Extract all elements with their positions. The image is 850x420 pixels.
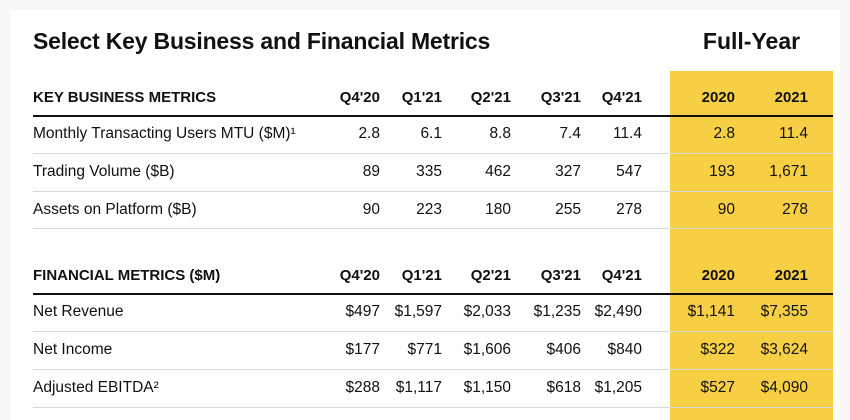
value-2020: 193 bbox=[709, 163, 735, 180]
row-label: Adjusted EBITDA² bbox=[33, 379, 159, 396]
value-2020: 2.8 bbox=[713, 125, 735, 142]
table-row: Assets on Platform ($B) 90 223 180 255 2… bbox=[33, 191, 813, 229]
value-2020: $322 bbox=[700, 341, 735, 358]
col-header-q4-20: Q4'20 bbox=[339, 88, 380, 106]
value-2020: $1,141 bbox=[687, 303, 735, 320]
value-q4-20: 89 bbox=[362, 163, 380, 180]
row-divider bbox=[33, 153, 833, 154]
col-header-q4-20: Q4'20 bbox=[339, 266, 380, 284]
value-q1-21: $1,117 bbox=[395, 379, 442, 396]
row-divider bbox=[33, 228, 833, 229]
value-2021: $4,090 bbox=[760, 379, 808, 396]
value-q1-21: $1,597 bbox=[394, 303, 442, 320]
value-q3-21: $1,235 bbox=[533, 303, 581, 320]
value-q1-21: 223 bbox=[416, 201, 442, 218]
col-header-q4-21: Q4'21 bbox=[601, 88, 642, 106]
value-q4-21: $1,205 bbox=[594, 379, 642, 396]
row-divider bbox=[33, 191, 833, 192]
row-divider bbox=[33, 331, 833, 332]
value-q3-21: 327 bbox=[555, 163, 581, 180]
value-2021: 278 bbox=[782, 201, 808, 218]
table-row: Monthly Transacting Users MTU ($M)¹ 2.8 … bbox=[33, 115, 813, 153]
value-q4-21: $840 bbox=[607, 341, 642, 358]
row-divider bbox=[33, 369, 833, 370]
table-row: Net Revenue $497 $1,597 $2,033 $1,235 $2… bbox=[33, 293, 813, 331]
value-q2-21: 462 bbox=[485, 163, 511, 180]
value-q3-21: $406 bbox=[546, 341, 581, 358]
value-q1-21: 335 bbox=[416, 163, 442, 180]
col-header-2021: 2021 bbox=[774, 88, 808, 106]
col-header-2021: 2021 bbox=[774, 266, 808, 284]
row-label: Trading Volume ($B) bbox=[33, 163, 175, 180]
value-q2-21: $1,606 bbox=[463, 341, 511, 358]
col-header-q3-21: Q3'21 bbox=[540, 266, 581, 284]
col-header-q2-21: Q2'21 bbox=[470, 266, 511, 284]
value-q3-21: $618 bbox=[546, 379, 581, 396]
value-q4-20: $177 bbox=[345, 341, 380, 358]
row-label: Net Income bbox=[33, 341, 113, 358]
header-rule bbox=[33, 115, 833, 117]
value-q3-21: 255 bbox=[555, 201, 581, 218]
value-2021: 11.4 bbox=[778, 125, 808, 142]
value-2020: $527 bbox=[700, 379, 735, 396]
value-2020: 90 bbox=[717, 201, 735, 218]
row-divider bbox=[33, 407, 833, 408]
value-q4-21: 278 bbox=[616, 201, 642, 218]
table-row: Adjusted EBITDA² $288 $1,117 $1,150 $618… bbox=[33, 369, 813, 407]
col-header-q3-21: Q3'21 bbox=[540, 88, 581, 106]
value-q4-20: $288 bbox=[345, 379, 380, 396]
header-rule bbox=[33, 293, 833, 295]
value-q3-21: 7.4 bbox=[559, 125, 581, 142]
business-header-row: KEY BUSINESS METRICS Q4'20 Q1'21 Q2'21 Q… bbox=[33, 78, 813, 116]
value-q4-21: $2,490 bbox=[594, 303, 642, 320]
row-label: Assets on Platform ($B) bbox=[33, 201, 197, 218]
col-header-q1-21: Q1'21 bbox=[401, 266, 442, 284]
full-year-title: Full-Year bbox=[702, 28, 801, 54]
financial-header-row: FINANCIAL METRICS ($M) Q4'20 Q1'21 Q2'21… bbox=[33, 256, 813, 294]
value-q2-21: 8.8 bbox=[489, 125, 511, 142]
value-2021: $3,624 bbox=[760, 341, 808, 358]
table-row: Net Income $177 $771 $1,606 $406 $840 $3… bbox=[33, 331, 813, 369]
value-q4-20: 90 bbox=[362, 201, 380, 218]
value-2021: $7,355 bbox=[760, 303, 808, 320]
value-q1-21: 6.1 bbox=[420, 125, 442, 142]
section-title: FINANCIAL METRICS ($M) bbox=[33, 266, 221, 284]
value-2021: 1,671 bbox=[769, 163, 808, 180]
col-header-2020: 2020 bbox=[701, 88, 735, 106]
row-label: Net Revenue bbox=[33, 303, 124, 320]
col-header-q1-21: Q1'21 bbox=[401, 88, 442, 106]
value-q2-21: $2,033 bbox=[463, 303, 511, 320]
value-q2-21: 180 bbox=[485, 201, 511, 218]
full-year-highlight bbox=[670, 71, 833, 420]
col-header-2020: 2020 bbox=[701, 266, 735, 284]
value-q4-21: 11.4 bbox=[612, 125, 642, 142]
value-q1-21: $771 bbox=[407, 341, 442, 358]
value-q2-21: $1,150 bbox=[463, 379, 511, 396]
value-q4-20: $497 bbox=[345, 303, 380, 320]
row-label: Monthly Transacting Users MTU ($M)¹ bbox=[33, 125, 296, 142]
col-header-q2-21: Q2'21 bbox=[470, 88, 511, 106]
col-header-q4-21: Q4'21 bbox=[601, 266, 642, 284]
value-q4-21: 547 bbox=[616, 163, 642, 180]
section-title: KEY BUSINESS METRICS bbox=[33, 88, 217, 106]
page-title: Select Key Business and Financial Metric… bbox=[33, 28, 491, 54]
table-row: Trading Volume ($B) 89 335 462 327 547 1… bbox=[33, 153, 813, 191]
value-q4-20: 2.8 bbox=[358, 125, 380, 142]
